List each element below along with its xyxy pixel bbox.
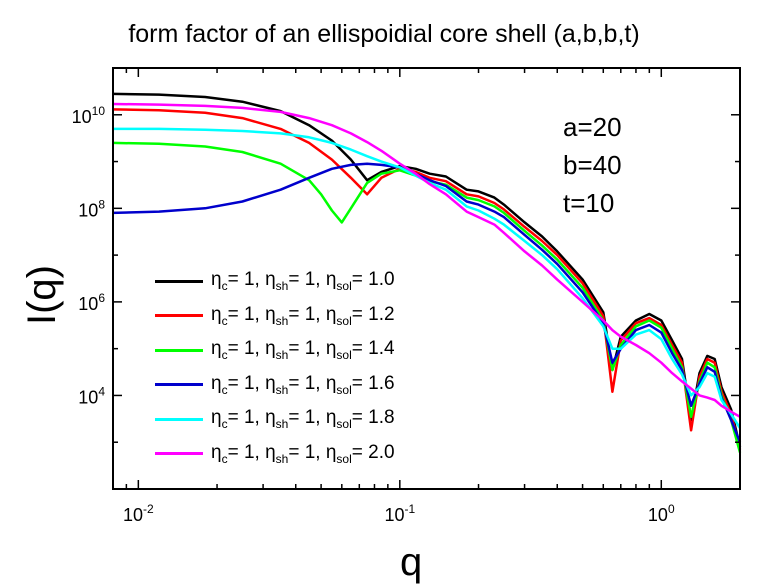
- annotation-t: t=10: [563, 188, 615, 218]
- legend-swatch: [155, 417, 203, 421]
- y-axis-label: I(q): [20, 265, 64, 325]
- legend-swatch: [155, 314, 203, 318]
- legend-label: ηc= 1, ηsh= 1, ηsol= 1.2: [211, 303, 395, 328]
- series-line-2: [112, 141, 742, 453]
- legend-entry-5: ηc= 1, ηsh= 1, ηsol= 2.0: [155, 437, 395, 472]
- legend-entry-1: ηc= 1, ηsh= 1, ηsol= 1.2: [155, 299, 395, 334]
- x-tick-label: 100: [648, 502, 675, 525]
- chart-title: form factor of an ellispoidial core shel…: [128, 20, 640, 48]
- x-axis-label: q: [400, 540, 423, 584]
- x-tick-label: 10-2: [123, 502, 154, 525]
- legend-label: ηc= 1, ηsh= 1, ηsol= 1.0: [211, 269, 395, 294]
- series-line-4: [113, 127, 742, 429]
- series-line-3: [112, 162, 742, 443]
- y-tick-label: 108: [78, 197, 105, 220]
- legend-entry-2: ηc= 1, ηsh= 1, ηsol= 1.4: [155, 333, 395, 368]
- legend-swatch: [155, 452, 203, 456]
- legend-entry-4: ηc= 1, ηsh= 1, ηsol= 1.8: [155, 402, 395, 437]
- annotation-a: a=20: [563, 112, 622, 142]
- series-line-1: [112, 108, 742, 450]
- legend-swatch: [155, 348, 203, 352]
- y-tick-label: 1010: [72, 104, 106, 127]
- legend-label: ηc= 1, ηsh= 1, ηsol= 1.6: [211, 372, 395, 397]
- legend-label: ηc= 1, ηsh= 1, ηsol= 1.4: [211, 338, 395, 363]
- y-tick-label: 106: [78, 291, 105, 314]
- x-tick-label: 10-1: [384, 502, 415, 525]
- plot-frame: [112, 67, 741, 490]
- series-line-5: [112, 102, 741, 418]
- y-tick-label: 104: [78, 384, 105, 407]
- legend-swatch: [155, 383, 203, 387]
- legend-entry-3: ηc= 1, ηsh= 1, ηsol= 1.6: [155, 368, 395, 403]
- series-layer: [112, 92, 742, 453]
- legend-label: ηc= 1, ηsh= 1, ηsol= 1.8: [211, 407, 395, 432]
- legend-entry-0: ηc= 1, ηsh= 1, ηsol= 1.0: [155, 264, 395, 299]
- legend: ηc= 1, ηsh= 1, ηsol= 1.0 ηc= 1, ηsh= 1, η…: [155, 264, 395, 471]
- legend-label: ηc= 1, ηsh= 1, ηsol= 2.0: [211, 441, 395, 466]
- legend-swatch: [155, 279, 203, 283]
- tick-label-layer: 10-2 10-1 100 104 106 108 1010: [72, 104, 675, 525]
- series-line-0: [112, 92, 742, 448]
- annotation-b: b=40: [563, 150, 622, 180]
